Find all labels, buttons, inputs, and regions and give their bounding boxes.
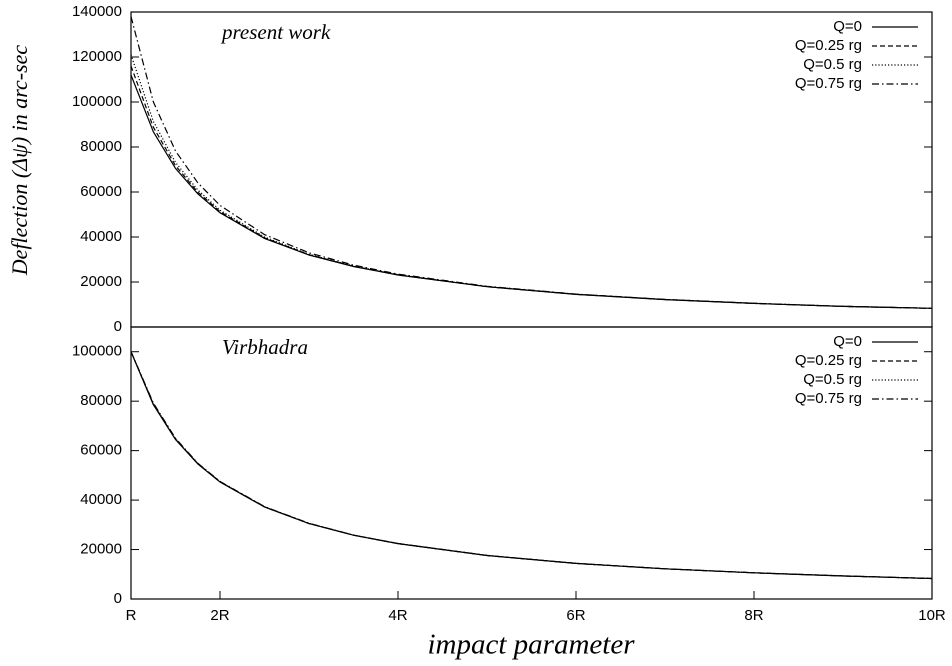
annotation: present work: [220, 20, 331, 44]
plot-frame: [130, 326, 933, 600]
y-tick-label: 80000: [80, 392, 122, 409]
y-tick-label: 80000: [80, 138, 122, 155]
legend-label: Q=0.25 rg: [795, 37, 862, 54]
y-tick-label: 100000: [72, 343, 122, 360]
x-tick-label: 8R: [744, 607, 763, 624]
legend-label: Q=0.5 rg: [803, 371, 862, 388]
x-tick-label: 10R: [918, 607, 946, 624]
x-tick-label: 4R: [388, 607, 407, 624]
legend-label: Q=0.25 rg: [795, 352, 862, 369]
y-tick-label: 40000: [80, 491, 122, 508]
series-line: [130, 351, 933, 580]
y-axis-label: Deflection (Δψ) in arc-sec: [7, 45, 32, 277]
series-line: [130, 74, 933, 309]
legend-label: Q=0: [833, 333, 862, 350]
series-line: [130, 54, 933, 309]
y-tick-label: 140000: [72, 3, 122, 20]
legend-label: Q=0: [833, 18, 862, 35]
y-tick-label: 120000: [72, 48, 122, 65]
y-tick-label: 20000: [80, 273, 122, 290]
x-tick-label: 6R: [566, 607, 585, 624]
series-line: [130, 16, 933, 309]
x-tick-label: 2R: [210, 607, 229, 624]
annotation: Virbhadra: [222, 335, 308, 359]
series-line: [130, 65, 933, 309]
y-tick-label: 60000: [80, 183, 122, 200]
y-tick-label: 100000: [72, 93, 122, 110]
y-tick-label: 20000: [80, 541, 122, 558]
y-tick-label: 40000: [80, 228, 122, 245]
legend-label: Q=0.75 rg: [795, 75, 862, 92]
y-tick-label: 0: [114, 318, 122, 335]
x-tick-label: R: [126, 607, 137, 624]
y-tick-label: 0: [114, 590, 122, 607]
legend-label: Q=0.5 rg: [803, 56, 862, 73]
legend-label: Q=0.75 rg: [795, 390, 862, 407]
x-axis-label: impact parameter: [428, 629, 636, 661]
y-tick-label: 60000: [80, 442, 122, 459]
series-line: [130, 351, 933, 580]
